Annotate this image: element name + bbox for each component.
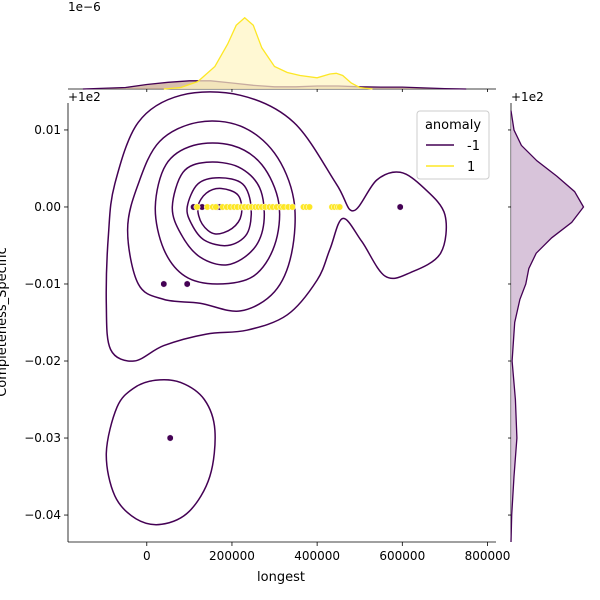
- y-offset-label: +1e2: [68, 90, 101, 104]
- scatter-point-anomaly-1-3: [212, 203, 220, 211]
- right-marginal-curve: [510, 110, 585, 543]
- right-marginal-fill: [511, 110, 584, 542]
- scatter-point-anomaly-1-23: [288, 203, 296, 211]
- x-tick-label: 800000: [465, 549, 511, 563]
- scatter-point-anomaly-1-30: [336, 203, 344, 211]
- x-axis-label: longest: [257, 570, 305, 585]
- scatter-point-anomaly-neg1-2: [183, 280, 191, 288]
- x-tick-label: 200000: [209, 549, 255, 563]
- top-marginal-plot: [68, 16, 496, 92]
- top-marginal-fill-neg1: [82, 80, 467, 89]
- top-marginal-offset-label: 1e−6: [68, 0, 101, 14]
- kde-contour-level-0: [105, 379, 216, 526]
- top-marginal-fill-1: [163, 17, 373, 89]
- scatter-point-anomaly-neg1-1: [166, 434, 174, 442]
- top-marginal-curve-1: [163, 16, 373, 90]
- axes: 0 200000 400000 600000 800000 0.01 0.00 −0.01 −0…: [24, 103, 510, 563]
- scatter-point-anomaly-1-0: [193, 203, 201, 211]
- kde-contours: [105, 91, 448, 526]
- scatter-point-anomaly-neg1-0: [160, 280, 168, 288]
- x-tick-label: 0: [143, 549, 151, 563]
- kde-contour-level-3: [154, 142, 281, 285]
- kde-contour-level-5: [186, 176, 253, 247]
- scatter-point-anomaly-neg1-7: [396, 203, 404, 211]
- kde-contour-level-2: [126, 120, 296, 312]
- main-plot-area: 0 200000 400000 600000 800000 0.01 0.00 −0.01 −0…: [24, 91, 510, 563]
- y-tick-label: −0.04: [24, 508, 61, 522]
- y-tick-label: −0.01: [24, 277, 61, 291]
- legend-label-anomaly-1: 1: [467, 160, 475, 175]
- y-axis-label: Completeness_Specific: [0, 247, 10, 397]
- x-tick-label: 400000: [294, 549, 340, 563]
- kde-contour-level-4: [171, 161, 266, 266]
- right-marginal-plot: [508, 103, 585, 543]
- scatter-points: [160, 203, 404, 442]
- kde-contour-level-6: [197, 187, 243, 235]
- kde-contour-level-1: [105, 91, 448, 362]
- y-tick-label: 0.00: [34, 200, 61, 214]
- legend-label-anomaly-neg1: -1: [467, 139, 480, 154]
- y-tick-label: 0.01: [34, 123, 61, 137]
- scatter-point-anomaly-1-26: [306, 203, 313, 211]
- y-tick-label: −0.02: [24, 354, 61, 368]
- legend-title: anomaly: [425, 118, 481, 133]
- right-marginal-offset-label: +1e2: [511, 90, 544, 104]
- x-tick-label: 600000: [379, 549, 425, 563]
- legend: anomaly -1 1: [416, 110, 490, 180]
- y-tick-label: −0.03: [24, 431, 61, 445]
